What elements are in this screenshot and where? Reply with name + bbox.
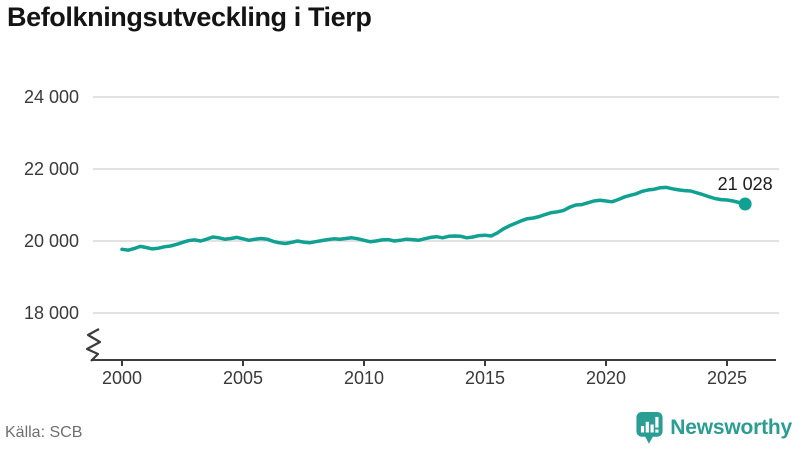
source-label: Källa: SCB	[5, 424, 83, 441]
x-axis-label: 2000	[102, 368, 142, 388]
newsworthy-logo-icon	[636, 412, 663, 444]
y-axis-label: 24 000	[24, 87, 79, 107]
end-point-dot	[738, 197, 752, 211]
end-point-label: 21 028	[718, 174, 773, 194]
x-axis-label: 2020	[586, 368, 626, 388]
x-axis-label: 2005	[223, 368, 263, 388]
y-axis-label: 22 000	[24, 159, 79, 179]
axis-break-icon	[85, 328, 102, 362]
x-axis-label: 2015	[465, 368, 505, 388]
population-line-chart: 18 000 20 000 22 000 24 000 2000 2005 2010 2015…	[24, 87, 779, 388]
newsworthy-logo: Newsworthy	[636, 412, 792, 444]
bar-chart-glyph	[641, 416, 659, 433]
trend-line	[120, 185, 747, 252]
y-axis-label: 20 000	[24, 231, 79, 251]
page-title: Befolkningsutveckling i Tierp	[7, 2, 372, 32]
x-axis-label: 2025	[707, 368, 747, 388]
y-axis-label: 18 000	[24, 303, 79, 323]
newsworthy-logo-text: Newsworthy	[670, 416, 792, 439]
x-axis-label: 2010	[344, 368, 384, 388]
